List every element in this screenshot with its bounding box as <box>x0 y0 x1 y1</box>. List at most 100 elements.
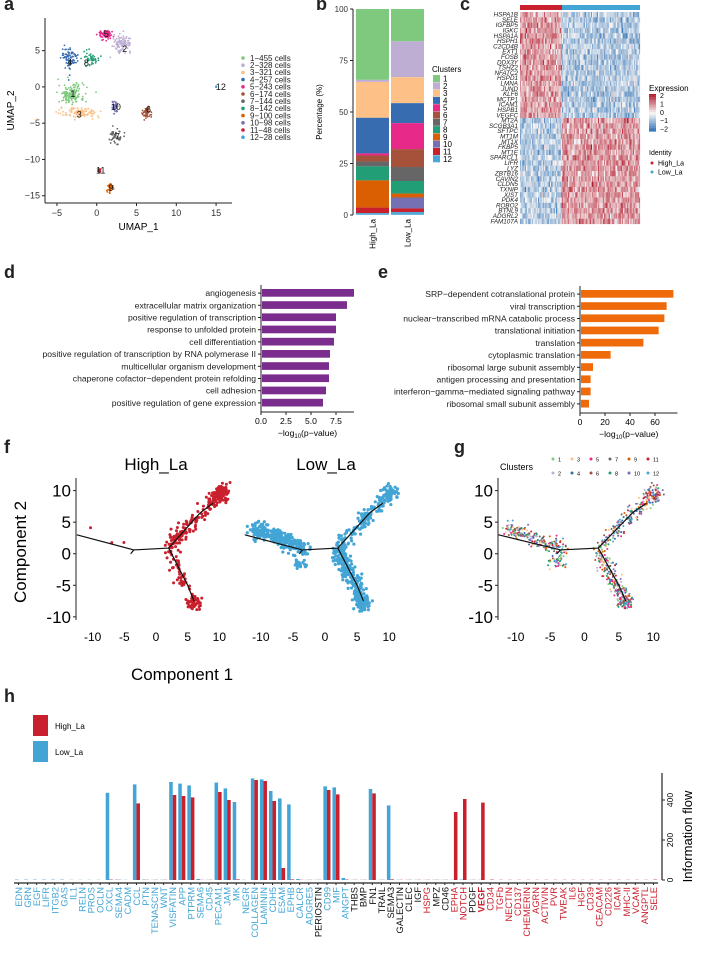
heatmap-cell <box>538 33 540 39</box>
heatmap-cell <box>558 107 560 113</box>
heatmap-cell <box>569 107 571 113</box>
heatmap-cell <box>529 86 531 92</box>
heatmap-cell <box>617 54 619 60</box>
heatmap-cell <box>604 112 606 119</box>
heatmap-cell <box>522 38 524 44</box>
umap-point <box>114 141 116 144</box>
heatmap-cell <box>587 118 589 124</box>
heatmap-cell <box>557 218 559 225</box>
heatmap-cell <box>602 202 605 209</box>
heatmap-cell <box>574 70 576 76</box>
umap-point <box>113 112 116 115</box>
gene-label: FAM107A <box>490 218 518 225</box>
heatmap-cell <box>558 171 560 177</box>
heatmap-cell <box>536 133 539 140</box>
heatmap-cell <box>523 181 525 187</box>
heatmap-cell <box>533 12 535 18</box>
heatmap-cell <box>552 197 554 203</box>
heatmap-cell <box>629 202 631 209</box>
heatmap-cell <box>598 12 600 18</box>
heatmap-cell <box>559 91 561 97</box>
heatmap-cell <box>594 70 596 76</box>
heatmap-cell <box>593 75 595 81</box>
heatmap-cell <box>570 107 572 113</box>
heatmap-cell <box>604 133 606 140</box>
legend-swatch <box>433 140 440 148</box>
heatmap-cell <box>541 86 543 92</box>
heatmap-cell <box>600 65 602 71</box>
heatmap-cell <box>599 70 601 76</box>
heatmap-cell <box>565 43 567 50</box>
heatmap-cell <box>604 128 606 134</box>
heatmap-cell <box>631 91 633 97</box>
heatmap-cell <box>556 192 558 198</box>
heatmap-cell <box>552 33 554 39</box>
heatmap-cell <box>569 17 571 23</box>
heatmap-cell <box>607 96 609 103</box>
heatmap-cell <box>586 75 588 81</box>
heatmap-cell <box>539 218 541 225</box>
heatmap-cell <box>613 102 615 108</box>
heatmap-cell <box>626 176 629 182</box>
heatmap-cell <box>589 133 591 140</box>
heatmap-cell <box>524 181 527 187</box>
heatmap-cell <box>625 75 627 81</box>
umap-point <box>72 90 75 93</box>
heatmap-cell <box>530 118 533 124</box>
heatmap-cell <box>602 155 605 161</box>
heatmap-cell <box>608 17 611 23</box>
heatmap-cell <box>637 27 639 34</box>
umap-point <box>76 112 79 115</box>
heatmap-cell <box>524 160 527 166</box>
heatmap-cell <box>532 192 534 198</box>
heatmap-cell <box>616 218 618 225</box>
heatmap-cell <box>533 181 535 187</box>
heatmap-cell <box>622 27 624 34</box>
heatmap-cell <box>580 33 582 39</box>
heatmap-cell <box>595 160 597 166</box>
heatmap-cell <box>599 208 601 214</box>
heatmap-cell <box>613 17 615 23</box>
heatmap-cell <box>534 218 536 225</box>
heatmap-cell <box>542 27 545 34</box>
heatmap-cell <box>623 107 625 113</box>
heatmap-cell <box>574 171 576 177</box>
heatmap-cell <box>580 54 582 60</box>
umap-point <box>90 56 93 59</box>
heatmap-cell <box>578 91 581 97</box>
heatmap-cell <box>551 12 553 18</box>
heatmap-cell <box>539 70 541 76</box>
heatmap-cell <box>542 70 545 76</box>
heatmap-cell <box>618 27 620 34</box>
heatmap-cell <box>532 123 534 129</box>
heatmap-cell <box>611 202 613 209</box>
heatmap-cell <box>535 59 537 66</box>
heatmap-cell <box>608 91 611 97</box>
heatmap-cell <box>544 27 546 34</box>
umap-point <box>111 133 113 136</box>
umap-point <box>108 138 111 141</box>
heatmap-cell <box>629 59 631 66</box>
heatmap-cell <box>559 107 561 113</box>
heatmap-cell <box>568 86 570 92</box>
heatmap-cell <box>634 22 636 28</box>
heatmap-cell <box>628 12 630 18</box>
heatmap-cell <box>521 91 523 97</box>
heatmap-cell <box>632 149 635 156</box>
heatmap-cell <box>562 155 564 161</box>
heatmap-cell <box>564 43 566 50</box>
heatmap-cell <box>590 80 593 87</box>
heatmap-cell <box>632 59 635 66</box>
heatmap-cell <box>620 128 623 134</box>
heatmap-cell <box>637 75 639 81</box>
heatmap-cell <box>539 12 541 18</box>
heatmap-cell <box>624 54 626 60</box>
heatmap-cell <box>582 149 584 156</box>
heatmap-cell <box>552 128 554 134</box>
heatmap-cell <box>617 208 619 214</box>
umap-point <box>64 111 67 114</box>
heatmap-cell <box>569 165 571 172</box>
heatmap-cell <box>595 133 597 140</box>
heatmap-cell <box>596 160 599 166</box>
heatmap-cell <box>562 80 564 87</box>
